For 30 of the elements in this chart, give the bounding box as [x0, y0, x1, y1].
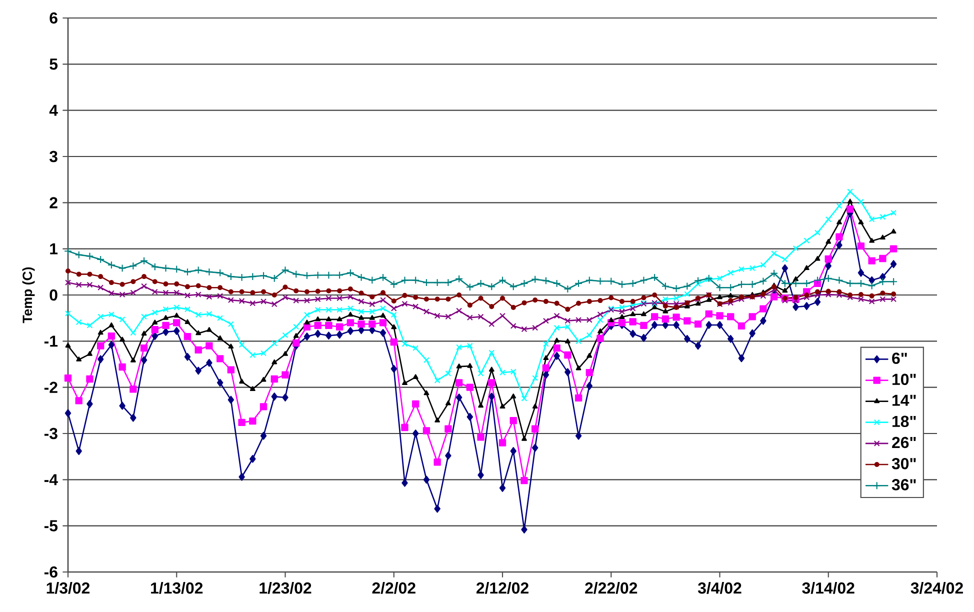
x-tick-label: 1/23/02 [260, 582, 312, 594]
y-tick-label: 4 [49, 104, 58, 116]
y-tick-label: 6 [50, 12, 58, 24]
legend-label: 26" [892, 436, 916, 448]
y-tick-label: 5 [50, 58, 58, 70]
x-tick-label: 1/13/02 [151, 582, 203, 594]
legend-label: 36" [892, 479, 916, 490]
x-tick-label: 3/14/02 [802, 582, 854, 594]
x-tick-label: 2/2/02 [372, 582, 416, 594]
y-tick-label: 0 [50, 289, 58, 301]
y-axis-title: Temp (C) [22, 267, 35, 324]
y-tick-label: 2 [50, 197, 58, 208]
y-tick-label: -1 [44, 336, 58, 347]
y-tick-label: 1 [50, 243, 58, 254]
x-tick-label: 2/22/02 [585, 582, 638, 594]
y-tick-label: 3 [50, 150, 58, 162]
legend-label: 30" [892, 458, 916, 470]
y-tick-label: -5 [44, 520, 58, 532]
x-tick-label: 3/24/02 [910, 582, 963, 594]
y-tick-label: -6 [44, 566, 58, 578]
y-tick-label: -2 [44, 382, 58, 393]
legend-label: 10" [892, 374, 916, 386]
x-tick-label: 1/3/02 [46, 582, 90, 594]
x-tick-label: 2/12/02 [476, 582, 528, 594]
legend-label: 14" [892, 394, 916, 406]
y-tick-label: -4 [44, 474, 58, 486]
legend-label: 6" [892, 352, 907, 364]
x-tick-label: 3/4/02 [698, 582, 742, 594]
legend-label: 18" [892, 416, 916, 428]
y-tick-label: -3 [44, 428, 58, 440]
